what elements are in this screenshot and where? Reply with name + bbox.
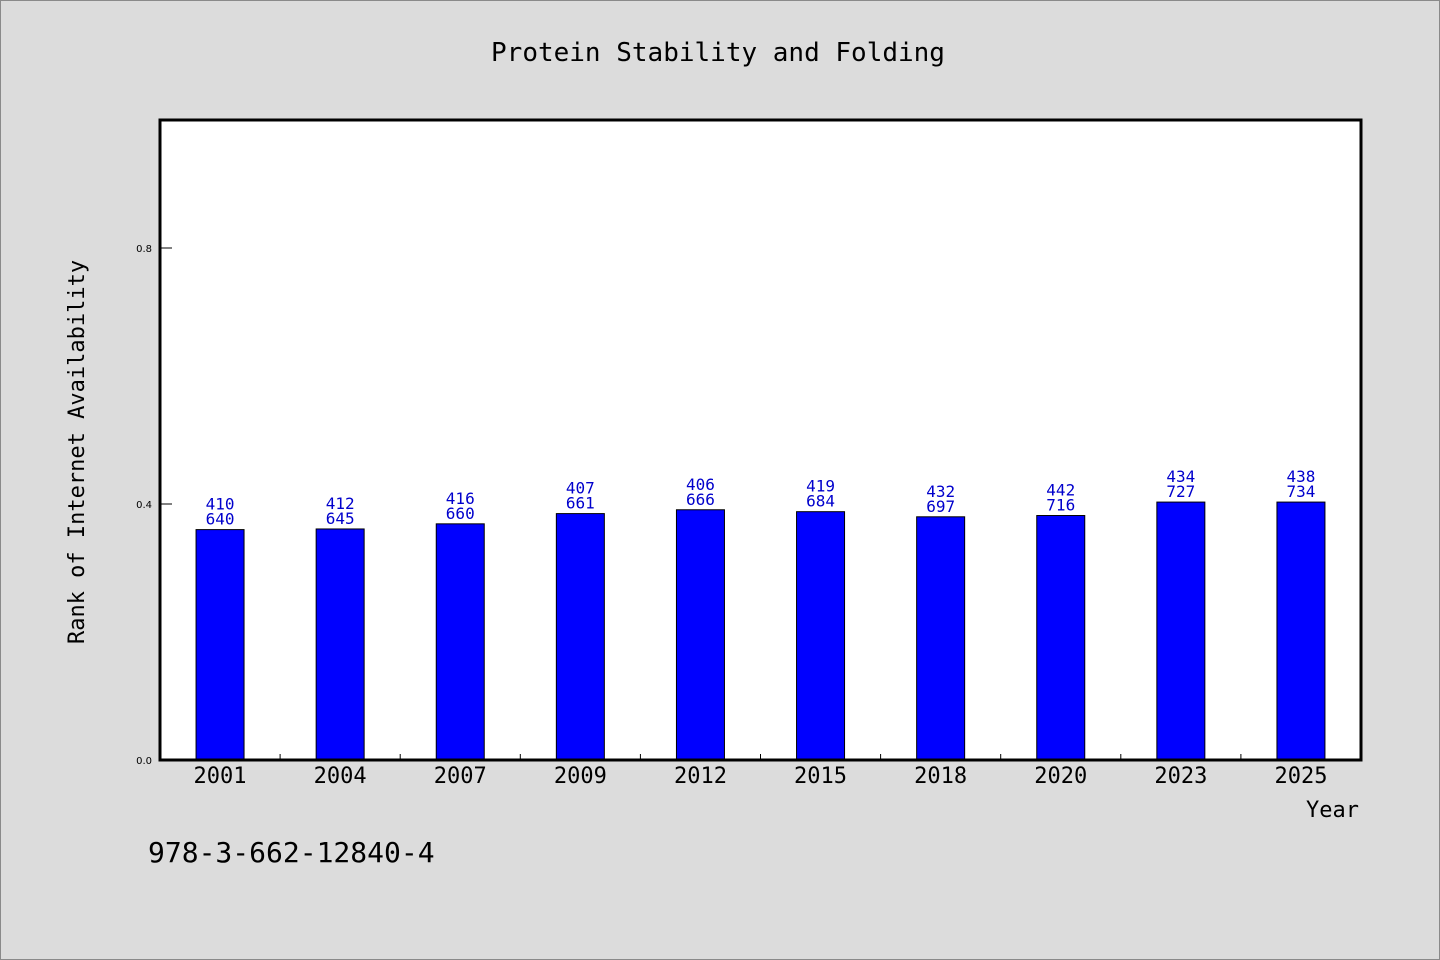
bar-2025 (1276, 501, 1326, 761)
data-label-bottom-2012: 666 (686, 490, 715, 509)
bar-2012 (675, 509, 725, 761)
data-label-bottom-2015: 684 (806, 492, 835, 511)
data-label-top-2007: 416 (446, 489, 475, 508)
data-label-top-2025: 438 (1286, 467, 1315, 486)
data-label-bottom-2025: 734 (1286, 482, 1315, 501)
data-label-top-2020: 442 (1046, 481, 1075, 500)
x-tick-label-2025: 2025 (1274, 764, 1327, 789)
x-tick-label-2023: 2023 (1154, 764, 1207, 789)
x-tick-label-2001: 2001 (194, 764, 247, 789)
data-label-top-2023: 434 (1166, 467, 1195, 486)
isbn-text: 978-3-662-12840-4 (148, 836, 435, 869)
data-label-bottom-2004: 645 (326, 509, 355, 528)
data-label-bottom-2007: 660 (446, 504, 475, 523)
bar-2015 (796, 511, 846, 761)
data-label-top-2015: 419 (806, 477, 835, 496)
data-label-bottom-2001: 640 (206, 510, 235, 529)
x-tick-label-2018: 2018 (914, 764, 967, 789)
y-tick-label-0.4: 0.4 (136, 500, 152, 511)
chart-title: Protein Stability and Folding (491, 38, 945, 68)
x-tick-label-2009: 2009 (554, 764, 607, 789)
bar-2023 (1156, 501, 1206, 761)
x-tick-label-2012: 2012 (674, 764, 727, 789)
data-label-top-2009: 407 (566, 479, 595, 498)
data-label-top-2012: 406 (686, 475, 715, 494)
plot-frame (158, 118, 1363, 762)
x-tick-label-2004: 2004 (314, 764, 367, 789)
data-label-top-2004: 412 (326, 494, 355, 513)
data-label-bottom-2018: 697 (926, 497, 955, 516)
bar-2007 (435, 523, 485, 761)
data-label-bottom-2023: 727 (1166, 482, 1195, 501)
y-tick-label-0.0: 0.0 (136, 756, 152, 767)
bar-2018 (916, 516, 966, 761)
y-tick-label-0.8: 0.8 (136, 244, 152, 255)
data-label-top-2018: 432 (926, 482, 955, 501)
x-tick-label-2007: 2007 (434, 764, 487, 789)
data-label-bottom-2020: 716 (1046, 496, 1075, 515)
x-tick-label-2020: 2020 (1034, 764, 1087, 789)
x-tick-label-2015: 2015 (794, 764, 847, 789)
bar-2004 (315, 528, 365, 761)
bar-2001 (195, 529, 245, 761)
data-label-bottom-2009: 661 (566, 494, 595, 513)
y-axis-label: Rank of Internet Availability (65, 260, 90, 644)
bar-2020 (1036, 515, 1086, 761)
bar-2009 (555, 513, 605, 761)
x-axis-label: Year (1306, 798, 1359, 823)
data-label-top-2001: 410 (206, 495, 235, 514)
